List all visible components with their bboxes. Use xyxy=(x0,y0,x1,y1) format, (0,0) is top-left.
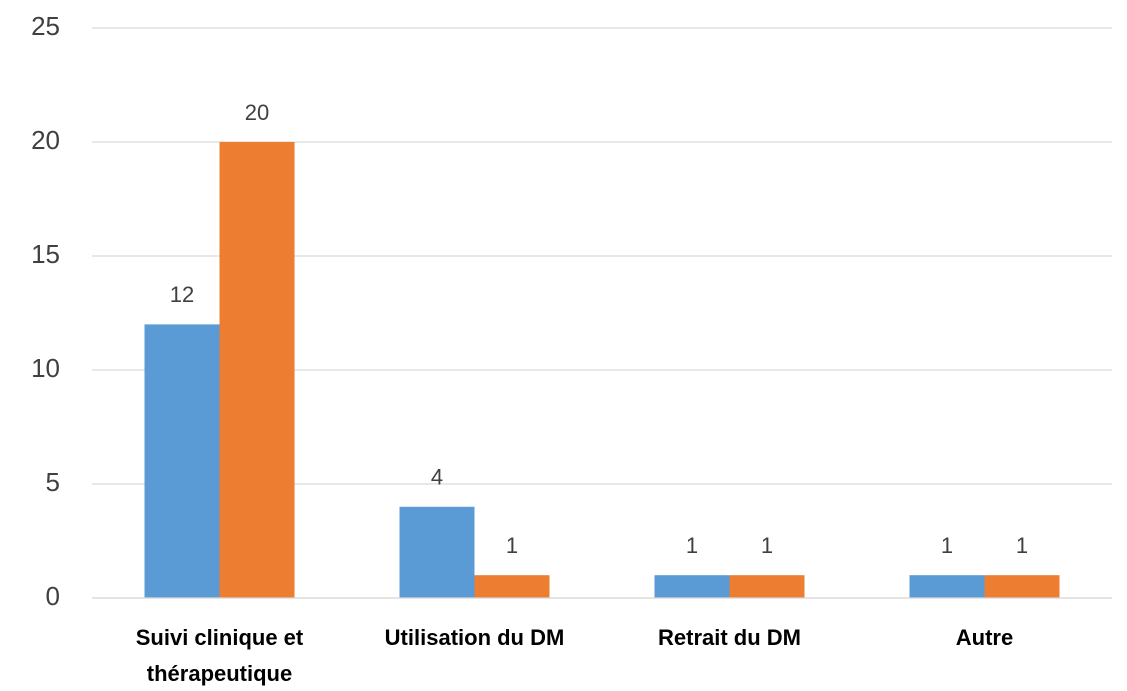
bar xyxy=(984,575,1060,598)
bar xyxy=(219,142,295,598)
data-label: 1 xyxy=(686,533,698,558)
bar xyxy=(399,506,475,598)
x-tick-label: Autre xyxy=(955,625,1014,650)
y-tick-label: 20 xyxy=(31,125,60,155)
data-label: 1 xyxy=(761,533,773,558)
data-label: 4 xyxy=(431,465,443,490)
bar xyxy=(474,575,550,598)
y-tick-label: 5 xyxy=(46,467,60,497)
y-tick-label: 15 xyxy=(31,239,60,269)
data-label: 12 xyxy=(170,282,194,307)
bar xyxy=(729,575,805,598)
bar xyxy=(654,575,730,598)
data-label: 1 xyxy=(1016,533,1028,558)
data-label: 1 xyxy=(941,533,953,558)
data-label: 20 xyxy=(245,100,269,125)
x-tick-label: Suivi clinique et thérapeutique xyxy=(135,625,304,686)
x-tick-label: Retrait du DM xyxy=(658,625,801,650)
data-label: 1 xyxy=(506,533,518,558)
bar xyxy=(909,575,985,598)
y-tick-label: 10 xyxy=(31,353,60,383)
x-tick-label: Utilisation du DM xyxy=(384,625,565,650)
y-tick-label: 25 xyxy=(31,11,60,41)
y-tick-label: 0 xyxy=(46,581,60,611)
bar xyxy=(144,324,220,598)
